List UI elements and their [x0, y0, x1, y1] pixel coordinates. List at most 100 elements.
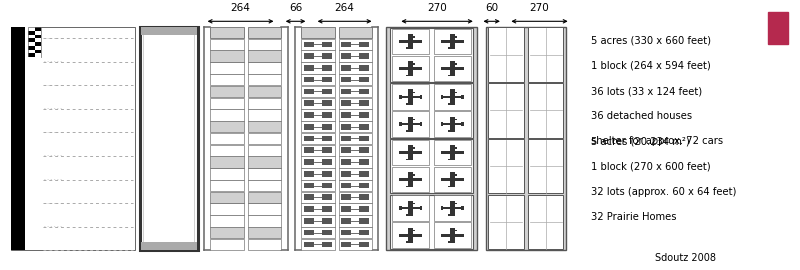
Bar: [338, 27, 372, 38]
Bar: [304, 124, 314, 130]
Bar: [406, 158, 413, 160]
Text: - - - - - -: - - - - - -: [45, 106, 62, 112]
Bar: [359, 241, 370, 247]
Bar: [301, 180, 334, 191]
Bar: [359, 194, 370, 200]
Bar: [322, 171, 332, 177]
Bar: [210, 50, 244, 62]
Bar: [248, 144, 282, 156]
Text: Sdoutz 2008: Sdoutz 2008: [655, 253, 716, 263]
Bar: [143, 28, 194, 249]
Bar: [359, 183, 370, 188]
Bar: [248, 27, 282, 38]
Bar: [248, 239, 282, 250]
Bar: [409, 36, 414, 38]
Bar: [301, 168, 334, 180]
Bar: [304, 100, 314, 106]
Bar: [248, 133, 282, 144]
Bar: [399, 40, 422, 43]
Bar: [419, 236, 422, 237]
Bar: [448, 186, 454, 187]
Bar: [210, 168, 244, 180]
Bar: [399, 98, 402, 99]
Bar: [390, 139, 474, 193]
Bar: [406, 130, 413, 132]
Bar: [399, 40, 402, 41]
Bar: [409, 174, 414, 176]
Bar: [11, 26, 134, 250]
Bar: [322, 194, 332, 200]
Bar: [210, 180, 244, 191]
Bar: [301, 27, 334, 38]
Bar: [450, 203, 457, 204]
Bar: [304, 136, 314, 141]
Text: - - - - - -: - - - - - -: [45, 248, 62, 253]
Bar: [301, 74, 334, 85]
Bar: [390, 28, 474, 82]
Bar: [359, 159, 370, 165]
Bar: [248, 97, 282, 109]
Bar: [304, 241, 314, 247]
Bar: [29, 53, 35, 57]
Bar: [304, 230, 314, 235]
Bar: [29, 35, 35, 39]
Bar: [338, 50, 372, 62]
Bar: [528, 27, 563, 82]
Bar: [248, 109, 282, 121]
Bar: [304, 171, 314, 177]
Bar: [301, 215, 334, 227]
Bar: [322, 89, 332, 94]
Bar: [141, 27, 197, 35]
Bar: [338, 203, 372, 215]
Bar: [210, 144, 244, 156]
Bar: [322, 183, 332, 188]
Bar: [35, 27, 42, 31]
Bar: [450, 34, 454, 49]
Bar: [301, 50, 334, 62]
Bar: [301, 39, 334, 50]
Bar: [434, 167, 471, 193]
Bar: [486, 26, 566, 250]
Bar: [399, 151, 402, 152]
Bar: [462, 125, 464, 126]
Bar: [338, 62, 372, 74]
Bar: [462, 95, 464, 96]
Bar: [441, 96, 464, 98]
Bar: [338, 144, 372, 156]
Bar: [462, 67, 464, 68]
Bar: [450, 145, 454, 160]
Bar: [406, 75, 413, 76]
Bar: [210, 192, 244, 203]
Bar: [322, 100, 332, 106]
Bar: [441, 40, 443, 41]
Bar: [35, 39, 42, 42]
Bar: [304, 112, 314, 118]
Bar: [210, 62, 244, 74]
Bar: [210, 109, 244, 121]
Text: 66: 66: [289, 3, 302, 14]
Bar: [338, 180, 372, 191]
Bar: [304, 206, 314, 212]
Bar: [29, 46, 35, 50]
Bar: [462, 69, 464, 70]
Bar: [409, 145, 413, 160]
Bar: [419, 42, 422, 43]
Bar: [338, 168, 372, 180]
Bar: [441, 234, 464, 237]
Bar: [322, 136, 332, 141]
Bar: [248, 86, 282, 97]
Bar: [399, 178, 422, 181]
Bar: [35, 31, 42, 35]
Bar: [399, 67, 422, 70]
Bar: [441, 98, 443, 99]
Bar: [301, 156, 334, 168]
Bar: [338, 86, 372, 97]
Text: - - - - - -: - - - - - -: [45, 224, 62, 229]
Bar: [450, 174, 457, 176]
Bar: [448, 158, 454, 160]
Bar: [768, 12, 788, 44]
Bar: [342, 218, 351, 224]
Bar: [434, 222, 471, 248]
Bar: [342, 206, 351, 212]
Bar: [409, 63, 414, 65]
